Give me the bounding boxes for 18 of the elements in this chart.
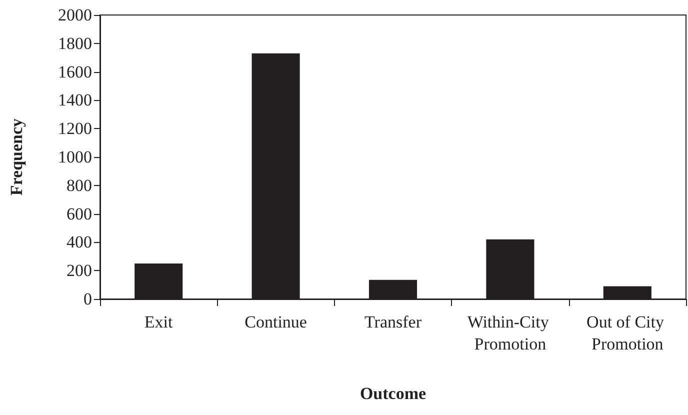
- y-tick-label: 0: [84, 290, 92, 308]
- y-tick-label: 1000: [58, 148, 92, 166]
- y-tick-label: 1400: [58, 90, 92, 110]
- x-tick-label: Out of City Promotion: [586, 312, 668, 354]
- y-tick-label: 1200: [58, 119, 92, 138]
- x-axis-title: Outcome: [360, 384, 426, 403]
- x-tick-label: Transfer: [364, 312, 422, 332]
- y-tick-label: 1600: [58, 62, 92, 82]
- y-tick-label: 1800: [58, 34, 92, 53]
- y-axis-title: Frequency: [7, 118, 26, 196]
- y-tick-label: 800: [66, 176, 92, 195]
- x-tick-label: Within-City Promotion: [467, 312, 554, 354]
- y-tick-label: 600: [66, 204, 92, 224]
- y-tick-label: 400: [66, 232, 92, 252]
- x-tick-label: Exit: [144, 312, 174, 332]
- y-tick-label: 2000: [58, 6, 92, 24]
- x-tick-label: Continue: [244, 312, 307, 332]
- y-tick-label: 200: [66, 261, 92, 280]
